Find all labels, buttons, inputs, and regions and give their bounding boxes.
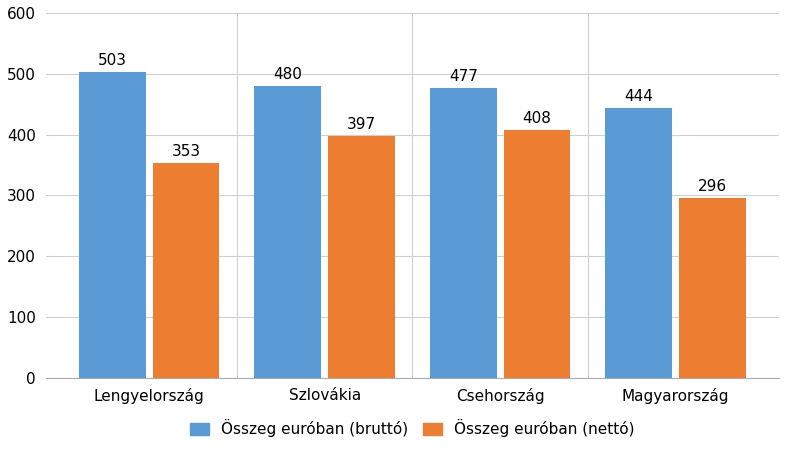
Legend: Összeg euróban (bruttó), Összeg euróban (nettó): Összeg euróban (bruttó), Összeg euróban … [184, 413, 641, 443]
Bar [328, 136, 395, 378]
Text: 353: 353 [171, 144, 200, 159]
Text: 480: 480 [274, 67, 303, 82]
Bar [430, 88, 497, 378]
Text: 408: 408 [523, 111, 551, 125]
Bar [79, 72, 145, 378]
Bar [255, 86, 321, 378]
Text: 296: 296 [698, 179, 727, 194]
Bar [679, 198, 746, 378]
Text: 503: 503 [97, 53, 127, 68]
Bar [152, 163, 219, 378]
Bar [605, 108, 672, 378]
Text: 444: 444 [624, 89, 653, 104]
Text: 477: 477 [449, 69, 478, 83]
Text: 397: 397 [347, 117, 376, 132]
Bar [504, 130, 571, 378]
